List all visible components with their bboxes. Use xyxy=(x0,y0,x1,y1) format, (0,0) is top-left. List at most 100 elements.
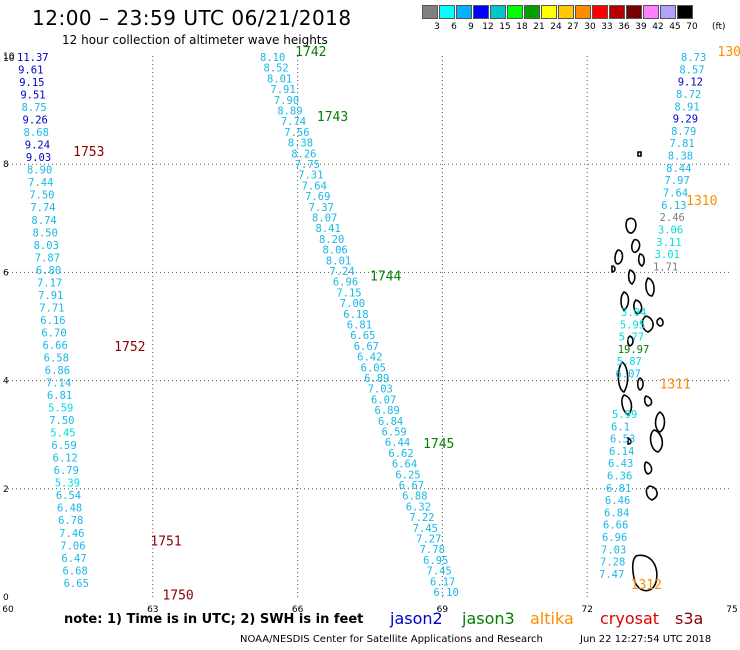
y-tick-label: 2 xyxy=(3,485,9,495)
middle-value: 8.38 xyxy=(288,138,313,150)
middle-value: 7.78 xyxy=(420,544,445,556)
west-value: 6.54 xyxy=(56,490,81,502)
island-outline xyxy=(627,436,632,445)
legend-swatch xyxy=(609,5,625,19)
legend-swatch xyxy=(643,5,659,19)
east_low-value: 5.99 xyxy=(612,409,637,421)
middle-value: 6.81 xyxy=(347,320,372,332)
west-value: 7.74 xyxy=(30,202,55,214)
middle-value: 6.89 xyxy=(375,405,400,417)
east_low-value: 6.81 xyxy=(606,483,631,495)
west-value: 8.68 xyxy=(24,127,49,139)
legend-swatch-label: 70 xyxy=(686,22,698,32)
middle-value: 6.95 xyxy=(423,555,448,567)
east_top-value: 3.01 xyxy=(655,249,680,261)
credit-line: NOAA/NESDIS Center for Satellite Applica… xyxy=(240,634,543,645)
middle-value: 7.31 xyxy=(298,170,323,182)
middle-value: 7.69 xyxy=(305,191,330,203)
east_low-value: 6.1 xyxy=(611,421,630,433)
east_top-value: 8.79 xyxy=(671,126,696,138)
east_top-value: 9.29 xyxy=(673,114,698,126)
east_mid-value: 5.77 xyxy=(619,332,644,344)
east_low-value: 7.47 xyxy=(599,569,624,581)
east_top-value: 3.06 xyxy=(658,224,683,236)
legend-swatch-label: 45 xyxy=(669,22,681,32)
west-value: 8.03 xyxy=(34,240,59,252)
west-value: 7.44 xyxy=(28,177,53,189)
west-value: 9.24 xyxy=(25,140,50,152)
middle-value: 6.67 xyxy=(399,480,424,492)
y-tick-label: 10 xyxy=(3,52,15,62)
legend-unit: (ft) xyxy=(712,22,726,32)
west-value: 6.65 xyxy=(64,578,89,590)
middle-value: 7.15 xyxy=(336,287,361,299)
track-label: 1751 xyxy=(150,535,181,550)
satellite-cryosat-label: cryosat xyxy=(600,609,660,628)
legend-swatch xyxy=(626,5,642,19)
middle-value: 8.01 xyxy=(326,255,351,267)
island-outline xyxy=(643,395,653,407)
east_low-value: 6.66 xyxy=(603,520,628,532)
west-value: 6.78 xyxy=(58,515,83,527)
middle-value: 6.32 xyxy=(406,501,431,513)
west-value: 6.47 xyxy=(61,553,86,565)
island-outline xyxy=(631,554,658,592)
island-outline xyxy=(626,335,634,347)
east_mid-value: 5.95 xyxy=(620,319,645,331)
middle-value: 8.41 xyxy=(316,223,341,235)
east_low-value: 6.84 xyxy=(604,507,629,519)
west-value: 6.12 xyxy=(53,453,78,465)
west-value: 6.66 xyxy=(43,340,68,352)
east_low-value: 6.14 xyxy=(609,446,634,458)
generation-timestamp: Jun 22 12:27:54 UTC 2018 xyxy=(580,634,712,645)
island-outline xyxy=(611,265,616,273)
west-value: 9.61 xyxy=(18,65,43,77)
east_top-value: 3.11 xyxy=(656,237,681,249)
x-tick-label: 75 xyxy=(726,605,737,615)
track-label: 1312 xyxy=(631,578,662,593)
island-outline xyxy=(654,411,666,433)
island-outline xyxy=(620,291,630,312)
east_low-value: 7.28 xyxy=(600,557,625,569)
y-tick-label: 6 xyxy=(3,268,9,278)
x-tick-label: 66 xyxy=(292,605,304,615)
east_mid-value: 5.87 xyxy=(617,356,642,368)
east_low-value: 6.36 xyxy=(607,471,632,483)
legend-swatch-label: 24 xyxy=(550,22,562,32)
island-outline xyxy=(617,360,629,393)
middle-value: 6.59 xyxy=(381,427,406,439)
west-value: 7.46 xyxy=(59,528,84,540)
west-value: 7.17 xyxy=(37,277,62,289)
west-value: 7.06 xyxy=(60,540,85,552)
east_top-value: 6.13 xyxy=(661,200,686,212)
east_low-value: 6.96 xyxy=(602,532,627,544)
middle-value: 7.74 xyxy=(281,116,306,128)
middle-value: 8.07 xyxy=(312,213,337,225)
east_top-value: 7.81 xyxy=(669,138,694,150)
middle-value: 6.42 xyxy=(357,352,382,364)
east_top-value: 8.44 xyxy=(666,163,691,175)
legend-swatch xyxy=(575,5,591,19)
east_mid-value: 3.04 xyxy=(621,307,646,319)
west-value: 8.90 xyxy=(27,165,52,177)
map-subtitle: 12 hour collection of altimeter wave hei… xyxy=(62,33,328,47)
west-value: 7.50 xyxy=(29,190,54,202)
track-label: 1311 xyxy=(660,378,691,393)
satellite-s3a-label: s3a xyxy=(675,609,704,628)
middle-value: 6.44 xyxy=(385,437,410,449)
middle-value: 8.26 xyxy=(291,148,316,160)
west-value: 7.87 xyxy=(35,252,60,264)
west-value: 9.03 xyxy=(26,152,51,164)
east_top-value: 1.71 xyxy=(653,261,678,273)
east_low-value: 6.46 xyxy=(605,495,630,507)
middle-value: 8.06 xyxy=(322,245,347,257)
west-value: 7.14 xyxy=(46,378,71,390)
west-value: 6.48 xyxy=(57,503,82,515)
middle-value: 6.96 xyxy=(333,277,358,289)
middle-value: 6.62 xyxy=(388,448,413,460)
island-outline xyxy=(614,249,624,265)
west-value: 7.91 xyxy=(38,290,63,302)
middle-value: 8.20 xyxy=(319,234,344,246)
middle-value: 6.05 xyxy=(361,362,386,374)
